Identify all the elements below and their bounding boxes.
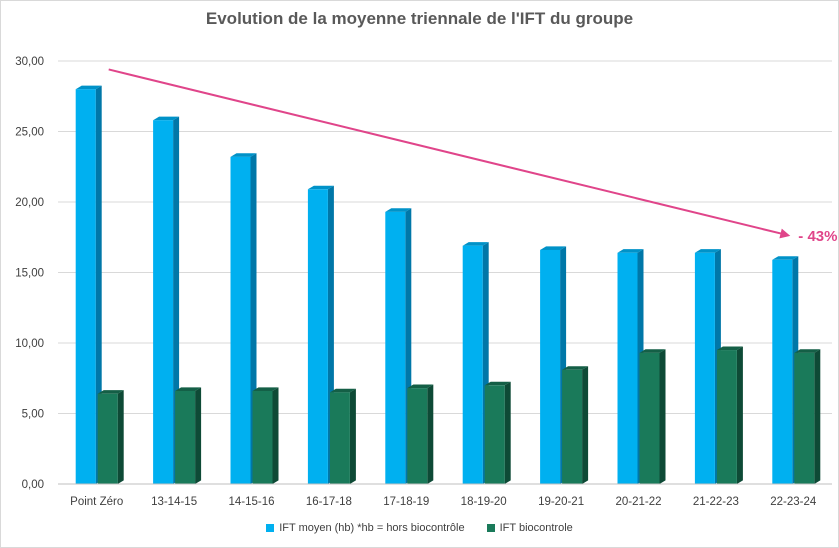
bar-front: [562, 369, 583, 484]
bar-ift-biocontrole: [716, 346, 743, 484]
legend-item-series-1: IFT moyen (hb) *hb = hors biocontrôle: [266, 522, 465, 534]
bar-top: [462, 242, 489, 246]
y-tick-label: 15,00: [15, 268, 44, 280]
bar-ift-biocontrole: [562, 366, 589, 484]
trend-annotation: - 43%: [108, 68, 837, 245]
trend-arrow-head: [779, 228, 791, 239]
bar-front: [385, 211, 406, 484]
bar-top: [772, 256, 799, 260]
bar-ift-biocontrole: [794, 349, 821, 484]
bar-side: [95, 85, 102, 484]
bar-front: [794, 352, 815, 484]
bar-front: [694, 252, 715, 484]
trend-arrow-line: [108, 68, 787, 236]
x-tick-label: 19-20-21: [538, 496, 584, 508]
bar-top: [153, 116, 180, 121]
bar-top: [230, 153, 257, 157]
legend: IFT moyen (hb) *hb = hors biocontrôle IF…: [0, 522, 839, 534]
y-tick-label: 0,00: [22, 479, 44, 491]
bar-side: [659, 349, 666, 484]
bar-front: [484, 385, 505, 484]
x-tick-label: 18-19-20: [461, 496, 507, 508]
bar-top: [407, 384, 434, 389]
bar-front: [407, 388, 428, 484]
y-tick-label: 30,00: [15, 56, 44, 68]
bar-side: [736, 346, 743, 484]
bar-front: [252, 390, 273, 484]
bar-side: [427, 384, 434, 484]
x-tick-label: 22-23-24: [770, 496, 817, 508]
bar-front: [307, 189, 328, 484]
bars: [75, 85, 821, 485]
bar-top: [252, 387, 279, 391]
x-tick-label: Point Zéro: [70, 496, 123, 508]
x-tick-label: 14-15-16: [228, 496, 274, 508]
legend-swatch: [486, 524, 495, 532]
bar-front: [75, 89, 96, 484]
bar-side: [195, 387, 202, 484]
bar-top: [329, 388, 356, 393]
x-tick-label: 17-18-19: [383, 496, 429, 508]
bar-top: [307, 185, 334, 190]
bar-front: [153, 120, 174, 484]
bar-top: [617, 249, 644, 253]
bar-side: [582, 366, 589, 484]
x-tick-label: 16-17-18: [306, 496, 352, 508]
bar-ift-biocontrole: [329, 388, 356, 484]
bar-top: [794, 349, 821, 353]
bar-front: [639, 352, 660, 484]
bar-top: [385, 208, 412, 212]
bar-top: [562, 366, 589, 370]
x-tick-label: 13-14-15: [151, 496, 197, 508]
bar-front: [175, 390, 196, 484]
x-axis: Point Zéro 13-14-15 14-15-16 16-17-18 17-18-…: [58, 483, 832, 508]
bar-top: [484, 381, 511, 386]
y-tick-label: 25,00: [15, 127, 44, 139]
legend-item-series-2: IFT biocontrole: [486, 522, 573, 534]
bar-front: [230, 156, 251, 484]
bar-top: [75, 85, 102, 90]
bar-front: [617, 252, 638, 484]
bar-front: [462, 245, 483, 484]
bar-top: [175, 387, 202, 391]
bar-top: [540, 246, 567, 250]
bar-side: [349, 388, 356, 484]
bar-front: [329, 392, 350, 484]
y-axis: 0,00 5,00 10,00 15,00 20,00 25,00 30,00: [15, 56, 44, 491]
bar-ift-biocontrole: [175, 387, 202, 484]
bar-ift-moyen: [75, 85, 102, 484]
bar-side: [272, 387, 279, 484]
x-tick-label: 20-21-22: [615, 496, 661, 508]
y-tick-label: 5,00: [22, 409, 44, 421]
bar-ift-biocontrole: [407, 384, 434, 484]
bar-side: [504, 381, 511, 484]
trend-percent-label: - 43%: [798, 228, 837, 245]
x-tick-label: 21-22-23: [693, 496, 739, 508]
legend-label: IFT biocontrole: [499, 522, 573, 534]
y-tick-label: 20,00: [15, 197, 44, 209]
bar-ift-biocontrole: [639, 349, 666, 484]
bar-top: [716, 346, 743, 351]
bar-front: [540, 249, 561, 484]
bar-top: [694, 249, 721, 253]
bar-ift-biocontrole: [484, 381, 511, 484]
bar-front: [772, 259, 793, 484]
bar-ift-moyen: [230, 153, 257, 484]
legend-swatch: [266, 524, 275, 532]
legend-label: IFT moyen (hb) *hb = hors biocontrôle: [279, 522, 465, 534]
bar-ift-biocontrole: [252, 387, 279, 484]
bar-side: [814, 349, 821, 484]
y-tick-label: 10,00: [15, 338, 44, 350]
bar-ift-biocontrole: [97, 390, 124, 484]
bar-top: [639, 349, 666, 353]
bar-front: [97, 393, 118, 484]
chart-title: Evolution de la moyenne triennale de l'I…: [205, 9, 634, 28]
bar-top: [97, 390, 124, 394]
bar-side: [117, 390, 124, 484]
bar-front: [716, 350, 737, 484]
